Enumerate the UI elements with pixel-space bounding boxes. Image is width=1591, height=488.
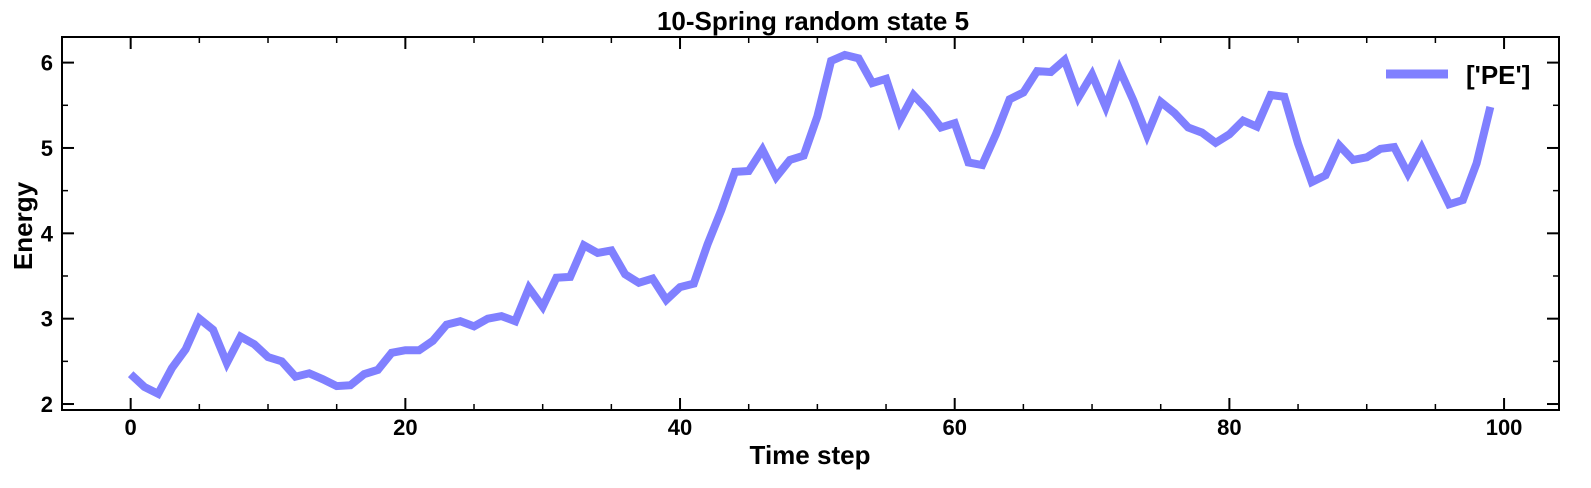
y-tick-label: 4 bbox=[41, 221, 54, 246]
x-tick-label: 100 bbox=[1486, 415, 1523, 440]
legend-label: ['PE'] bbox=[1466, 60, 1530, 90]
y-tick-label: 5 bbox=[41, 136, 53, 161]
y-tick-label: 3 bbox=[41, 307, 53, 332]
y-tick-label: 6 bbox=[41, 51, 53, 76]
x-axis-label: Time step bbox=[750, 440, 871, 470]
x-tick-label: 20 bbox=[393, 415, 417, 440]
series-line-0 bbox=[127, 50, 1495, 400]
legend: ['PE'] bbox=[1386, 60, 1530, 90]
y-tick-label: 2 bbox=[41, 392, 53, 417]
x-tick-label: 60 bbox=[942, 415, 966, 440]
axes-frame bbox=[61, 36, 1560, 411]
axis-ticks: 0 20 40 60 80 100 2 3 4 5 6 bbox=[41, 37, 1559, 440]
x-tick-label: 80 bbox=[1217, 415, 1241, 440]
plot-area bbox=[127, 50, 1495, 400]
chart-title: 10-Spring random state 5 bbox=[657, 6, 969, 36]
y-axis-label: Energy bbox=[8, 181, 38, 270]
x-tick-label: 0 bbox=[125, 415, 137, 440]
x-tick-label: 40 bbox=[668, 415, 692, 440]
